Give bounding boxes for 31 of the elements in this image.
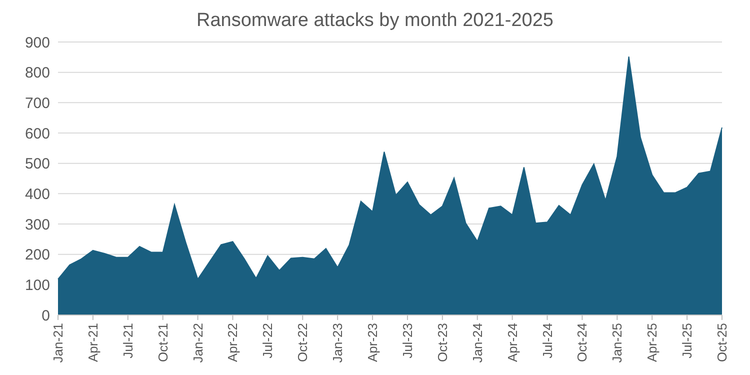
x-tick-label: Jan-24 bbox=[470, 323, 485, 363]
x-tick-label: Apr-24 bbox=[504, 323, 520, 362]
x-tick-label: Jul-24 bbox=[540, 323, 555, 358]
x-tick-label: Jan-23 bbox=[330, 323, 346, 363]
y-tick-label: 100 bbox=[24, 276, 50, 294]
x-tick-label: Jul-25 bbox=[680, 323, 695, 358]
x-tick-label: Oct-22 bbox=[295, 323, 310, 362]
x-tick-label: Oct-24 bbox=[574, 323, 590, 362]
x-tick-label: Oct-25 bbox=[714, 323, 730, 362]
y-tick-label: 700 bbox=[24, 94, 50, 112]
x-tick-label: Jul-23 bbox=[400, 323, 415, 358]
x-tick-label: Jan-21 bbox=[50, 323, 66, 363]
chart-title: Ransomware attacks by month 2021-2025 bbox=[196, 9, 554, 33]
x-tick-label: Jul-22 bbox=[260, 323, 276, 358]
y-tick-label: 800 bbox=[24, 64, 50, 82]
x-tick-label: Apr-23 bbox=[365, 323, 380, 362]
y-tick-label: 300 bbox=[24, 216, 50, 234]
y-tick-label: 900 bbox=[24, 34, 50, 52]
x-tick-label: Oct-21 bbox=[155, 323, 170, 362]
x-tick-label: Apr-22 bbox=[225, 323, 240, 362]
x-tick-label: Apr-21 bbox=[85, 323, 100, 362]
x-tick-label: Jan-22 bbox=[190, 323, 206, 363]
x-tick-label: Oct-23 bbox=[434, 323, 450, 362]
y-tick-label: 0 bbox=[42, 307, 50, 324]
y-tick-label: 400 bbox=[24, 186, 50, 203]
y-tick-label: 600 bbox=[24, 125, 50, 142]
y-tick-label: 200 bbox=[24, 246, 50, 264]
x-tick-label: Jul-21 bbox=[120, 323, 136, 358]
y-tick-label: 500 bbox=[24, 156, 50, 173]
x-tick-label: Jan-25 bbox=[610, 323, 625, 363]
x-tick-label: Apr-25 bbox=[644, 323, 660, 362]
